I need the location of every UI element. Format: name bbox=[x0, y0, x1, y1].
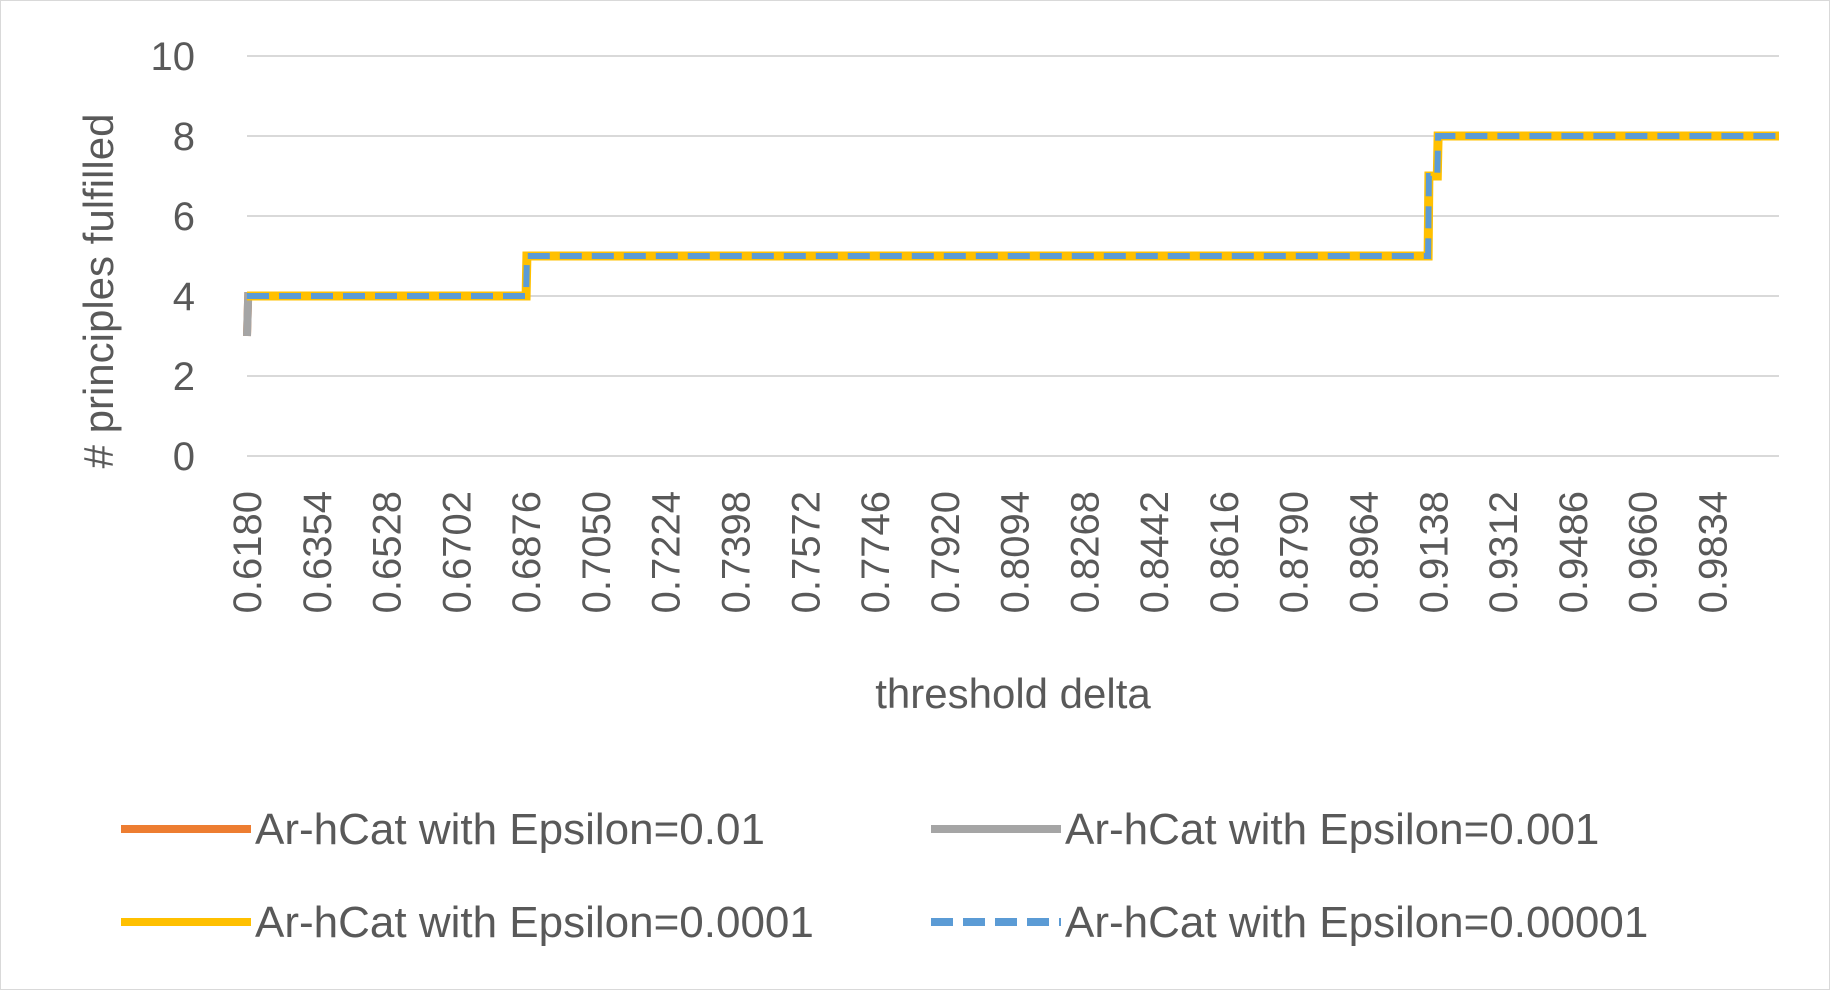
x-tick-label: 0.7572 bbox=[784, 491, 828, 613]
x-tick-label: 0.8094 bbox=[994, 491, 1038, 613]
series-lines bbox=[243, 131, 1779, 337]
x-tick-label: 0.9834 bbox=[1691, 491, 1735, 613]
y-tick-label: 0 bbox=[173, 435, 195, 479]
x-tick-label: 0.9138 bbox=[1412, 491, 1456, 613]
y-tick-label: 10 bbox=[151, 35, 196, 79]
y-tick-label: 6 bbox=[173, 195, 195, 239]
x-tick-label: 0.7920 bbox=[924, 491, 968, 613]
x-tick-label: 0.6354 bbox=[296, 491, 340, 613]
legend-label-1: Ar-hCat with Epsilon=0.01 bbox=[255, 805, 765, 854]
x-tick-label: 0.8790 bbox=[1273, 491, 1317, 613]
legend-label-4: Ar-hCat with Epsilon=0.00001 bbox=[1065, 898, 1648, 947]
x-tick-label: 0.7746 bbox=[854, 491, 898, 613]
x-tick-label: 0.8442 bbox=[1133, 491, 1177, 613]
y-tick-label: 4 bbox=[173, 275, 195, 319]
x-tick-label: 0.7224 bbox=[645, 491, 689, 613]
y-axis-title: # principles fulfilled bbox=[75, 114, 122, 469]
legend-label-2: Ar-hCat with Epsilon=0.001 bbox=[1065, 805, 1599, 854]
x-tick-label: 0.6528 bbox=[366, 491, 410, 613]
x-tick-label: 0.7398 bbox=[714, 491, 758, 613]
x-tick-label: 0.9486 bbox=[1552, 491, 1596, 613]
x-tick-labels: 0.6180 0.6354 0.6528 0.6702 0.6876 0.7050 0.72… bbox=[226, 491, 1735, 613]
y-tick-labels: 0 2 4 6 8 10 bbox=[151, 35, 196, 479]
y-tick-label: 8 bbox=[173, 115, 195, 159]
series-line-4 bbox=[247, 133, 1779, 299]
x-tick-label: 0.8616 bbox=[1203, 491, 1247, 613]
x-tick-label: 0.6702 bbox=[435, 491, 479, 613]
series-line-2 bbox=[243, 132, 1779, 337]
y-tick-label: 2 bbox=[173, 355, 195, 399]
legend: Ar-hCat with Epsilon=0.01 Ar-hCat with Ep… bbox=[121, 805, 1648, 947]
x-tick-label: 0.8268 bbox=[1063, 491, 1107, 613]
x-tick-label: 0.8964 bbox=[1343, 491, 1387, 613]
legend-label-3: Ar-hCat with Epsilon=0.0001 bbox=[255, 898, 814, 947]
x-tick-label: 0.9660 bbox=[1622, 491, 1666, 613]
x-tick-label: 0.6876 bbox=[505, 491, 549, 613]
x-tick-label: 0.7050 bbox=[575, 491, 619, 613]
x-tick-label: 0.6180 bbox=[226, 491, 270, 613]
x-tick-label: 0.9312 bbox=[1482, 491, 1526, 613]
series-line-1 bbox=[243, 132, 1779, 337]
x-axis-title: threshold delta bbox=[875, 670, 1151, 717]
